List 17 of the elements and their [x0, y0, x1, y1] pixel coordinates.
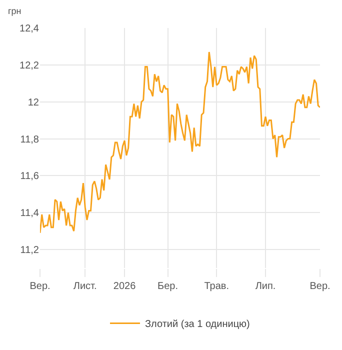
y-tick-label: 11,2 — [20, 245, 40, 256]
y-tick-label: 11,8 — [20, 134, 40, 146]
x-tick-label: Бер. — [158, 281, 178, 292]
y-tick-label: 12,4 — [20, 24, 40, 34]
legend-label: Злотий (за 1 одиницю) — [145, 319, 250, 330]
line-series — [40, 51, 320, 234]
y-tick-label: 12,2 — [20, 60, 40, 72]
x-tick-label: Лип. — [255, 281, 276, 292]
y-tick-label: 11,6 — [20, 171, 40, 182]
x-tick-label: 2026 — [113, 281, 136, 292]
x-tick-label: Лист. — [73, 281, 97, 292]
y-tick-label: 11,4 — [20, 208, 40, 220]
y-tick-label: 12 — [28, 97, 40, 108]
x-tick-label: Вер. — [310, 281, 330, 292]
x-tick-label: Трав. — [204, 281, 230, 292]
x-tick-label: Вер. — [30, 281, 50, 292]
y-axis-title: грн — [8, 6, 22, 16]
